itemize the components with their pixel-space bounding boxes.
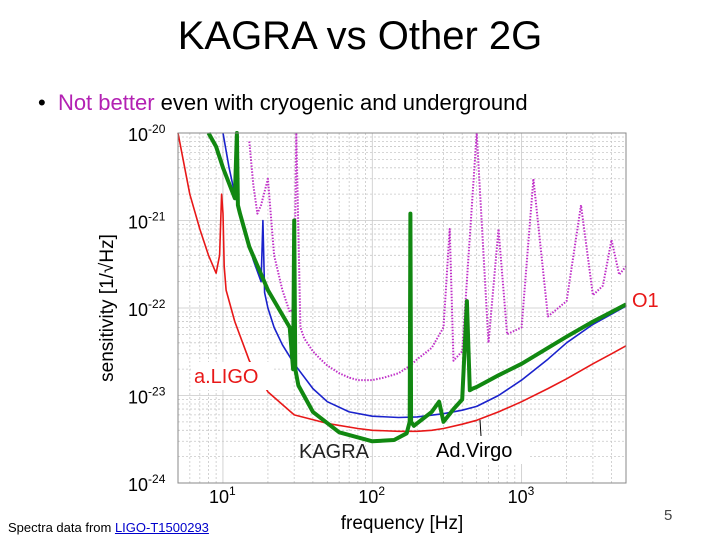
plot-frame xyxy=(177,132,627,484)
y-tick-label: 10-20 xyxy=(128,122,166,145)
y-tick-label: 10-22 xyxy=(128,297,166,320)
x-tick-label: 103 xyxy=(508,484,535,507)
advirgo-pointer xyxy=(479,419,482,437)
footnote: Spectra data from LIGO-T1500293 xyxy=(8,520,209,535)
x-tick-label: 102 xyxy=(358,484,385,507)
advirgo-label-bg xyxy=(433,436,529,464)
page-number: 5 xyxy=(664,507,673,524)
series-line-o1 xyxy=(248,132,627,382)
grid-layer xyxy=(177,133,627,484)
o1-annotation: O1 xyxy=(632,290,659,312)
bullet-highlight: Not better xyxy=(57,90,155,115)
y-tick-label: 10-21 xyxy=(128,210,166,233)
y-tick-label: 10-24 xyxy=(128,472,166,495)
slide-title: KAGRA vs Other 2G xyxy=(177,14,543,58)
y-axis-label: sensitivity [1/√Hz] xyxy=(97,234,118,382)
advirgo-annotation: Ad.Virgo xyxy=(436,440,512,462)
x-tick-label: 101 xyxy=(209,484,236,507)
kagra-annotation: KAGRA xyxy=(299,441,370,463)
aligo-annotation: a.LIGO xyxy=(194,366,258,388)
aligo-label-bg xyxy=(191,362,273,390)
y-tick-label: 10-23 xyxy=(128,385,166,408)
bullet-point: • Not better even with cryogenic and und… xyxy=(38,90,528,116)
o1-label-bg xyxy=(630,286,664,312)
series-line-kagra xyxy=(206,131,627,444)
series-line-ad-virgo xyxy=(222,132,627,419)
series-layer xyxy=(177,131,627,444)
series-line-a-ligo xyxy=(177,132,627,433)
bullet-marker: • xyxy=(38,90,46,115)
bullet-text: even with cryogenic and underground xyxy=(154,90,528,115)
footnote-text: Spectra data from xyxy=(8,520,115,535)
footnote-link[interactable]: LIGO-T1500293 xyxy=(114,520,209,535)
x-axis-label: frequency [Hz] xyxy=(341,513,464,534)
